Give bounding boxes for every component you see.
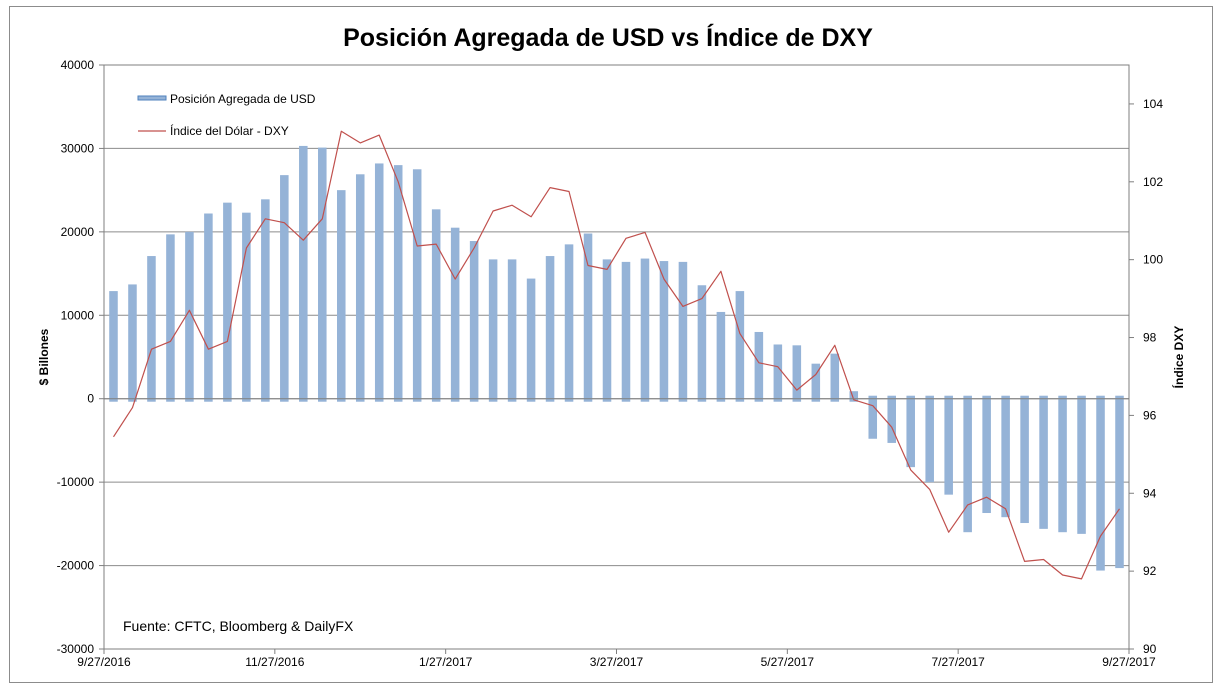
y2-tick-label: 104	[1143, 97, 1163, 111]
y2-tick-label: 94	[1143, 486, 1157, 500]
bar	[868, 395, 878, 439]
x-tick-label: 5/27/2017	[761, 655, 815, 669]
bar	[109, 291, 118, 402]
bar	[602, 259, 612, 402]
y-axis-label: $ Billones	[37, 328, 51, 385]
bar	[1096, 395, 1105, 571]
bar	[488, 259, 498, 402]
bar	[640, 258, 650, 402]
bar	[792, 345, 802, 402]
bar	[830, 353, 840, 402]
y2-tick-label: 96	[1143, 408, 1157, 422]
bar	[583, 233, 593, 402]
legend-swatch-bar	[137, 95, 167, 101]
bar	[1001, 395, 1010, 518]
y-tick-label: 40000	[61, 58, 95, 72]
chart-frame	[9, 6, 1213, 683]
bar	[393, 165, 403, 402]
bar	[507, 259, 517, 402]
bar	[1077, 395, 1086, 534]
y-tick-label: 10000	[61, 308, 95, 322]
bar	[450, 227, 460, 402]
bar	[242, 212, 251, 402]
bar	[261, 199, 270, 402]
legend-label-line: Índice del Dólar - DXY	[170, 123, 289, 138]
bar	[374, 163, 384, 402]
bar	[318, 147, 327, 402]
bar	[906, 395, 915, 468]
bar	[925, 395, 934, 483]
x-tick-label: 9/27/2017	[1102, 655, 1156, 669]
bar	[659, 261, 669, 402]
bar	[336, 190, 346, 402]
bar	[944, 395, 953, 495]
bar	[431, 209, 441, 402]
bar	[204, 213, 213, 402]
bar	[223, 202, 232, 402]
dxy-line	[112, 130, 1120, 580]
bar	[564, 244, 574, 402]
chart-title: Posición Agregada de USD vs Índice de DX…	[343, 23, 873, 52]
y-tick-label: 30000	[61, 141, 95, 155]
bar	[1115, 395, 1124, 569]
bar	[849, 391, 859, 402]
legend: Posición Agregada de USD Índice del Dóla…	[137, 92, 316, 138]
bar	[469, 241, 479, 402]
y2-tick-label: 100	[1143, 253, 1163, 267]
bar	[982, 395, 991, 514]
bar	[773, 344, 783, 402]
bar	[1039, 395, 1048, 529]
bar	[811, 363, 821, 402]
x-tick-label: 3/27/2017	[590, 655, 644, 669]
y2-tick-label: 92	[1143, 564, 1157, 578]
y2-tick-label: 98	[1143, 331, 1157, 345]
bar	[355, 174, 365, 402]
bar	[526, 278, 536, 402]
bar	[128, 284, 137, 402]
bar	[716, 311, 726, 402]
bar	[887, 395, 897, 443]
bar	[1020, 395, 1029, 524]
bar	[147, 256, 156, 402]
x-tick-label: 9/27/2016	[77, 655, 131, 669]
x-tick-label: 11/27/2016	[245, 655, 304, 669]
bar	[280, 175, 289, 402]
x-tick-label: 1/27/2017	[419, 655, 473, 669]
y-tick-label: -20000	[57, 559, 95, 573]
plot-area-border	[103, 64, 1130, 650]
y-tick-label: 20000	[61, 225, 95, 239]
bar	[545, 256, 555, 402]
bar	[621, 261, 631, 402]
axes: 40000 30000 20000 10000 0 -10000 -20000 -30000 1…	[57, 58, 1164, 669]
y2-axis-label: Índice DXY	[1171, 326, 1186, 389]
bar	[678, 261, 688, 402]
bar	[963, 395, 972, 533]
bar	[1058, 395, 1067, 533]
y-tick-label: -10000	[57, 475, 95, 489]
y2-tick-label: 102	[1143, 175, 1163, 189]
gridlines	[104, 147, 1129, 567]
line-series	[112, 130, 1120, 580]
bar	[185, 231, 194, 402]
y-tick-label: -30000	[57, 642, 95, 656]
bar	[697, 285, 707, 402]
bar	[412, 169, 422, 402]
bar-series	[109, 145, 1124, 571]
bar	[754, 331, 764, 402]
x-tick-label: 7/27/2017	[931, 655, 985, 669]
y-tick-label: 0	[87, 392, 94, 406]
bar	[166, 234, 175, 402]
legend-label-bar: Posición Agregada de USD	[170, 92, 316, 106]
bar	[735, 291, 745, 402]
y2-tick-label: 90	[1143, 642, 1157, 656]
bar	[299, 145, 308, 402]
source-note: Fuente: CFTC, Bloomberg & DailyFX	[123, 618, 354, 634]
